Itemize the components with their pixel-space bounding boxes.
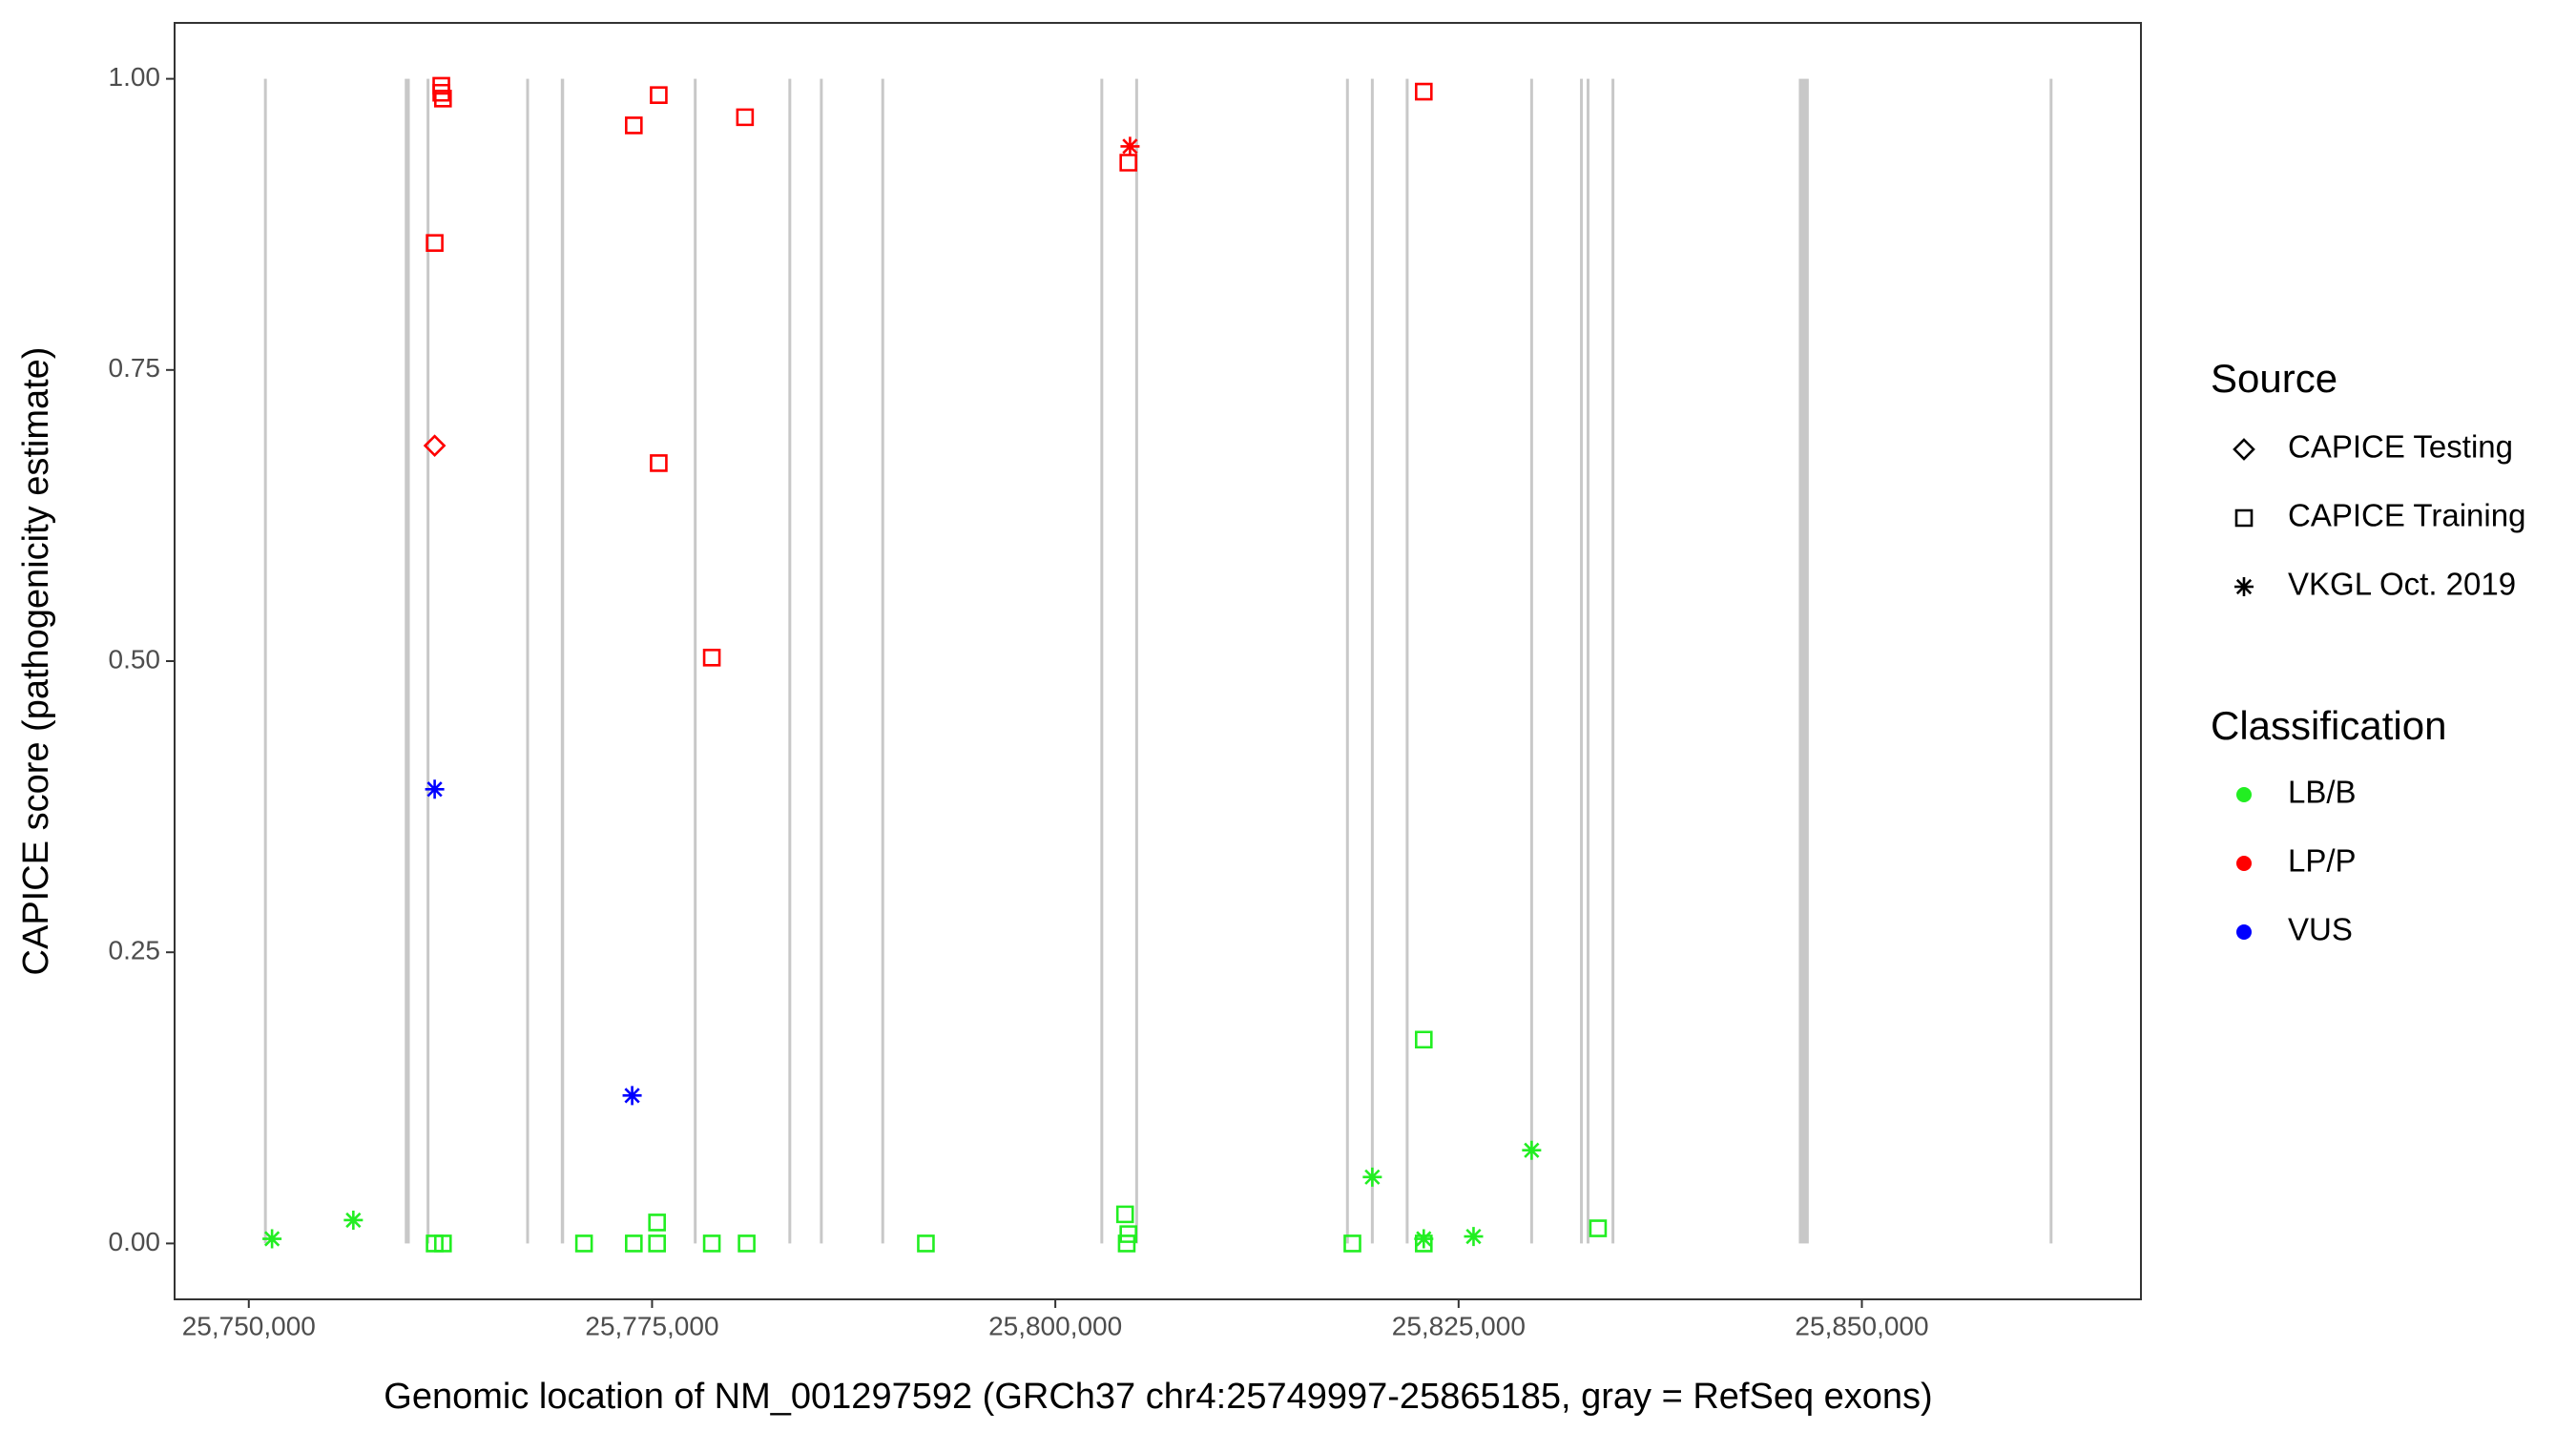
- y-tick-label: 0.50: [109, 644, 161, 674]
- x-tick-label: 25,825,000: [1392, 1311, 1526, 1340]
- exon: [1580, 78, 1584, 1244]
- point: [737, 1234, 756, 1253]
- legend-symbol: [2236, 787, 2252, 802]
- point: [1522, 1140, 1542, 1160]
- exon: [426, 78, 430, 1244]
- point: [736, 108, 755, 127]
- point: [574, 1234, 593, 1253]
- legend-symbol: [2236, 856, 2252, 871]
- legend-label: CAPICE Training: [2288, 498, 2525, 533]
- x-tick-label: 25,850,000: [1795, 1311, 1928, 1340]
- point: [433, 1234, 452, 1253]
- exon: [1529, 78, 1533, 1244]
- point: [343, 1210, 364, 1230]
- exon: [405, 78, 410, 1244]
- exon: [1370, 78, 1374, 1244]
- legend-symbol: [2236, 924, 2252, 940]
- legend-symbol: [2234, 508, 2254, 528]
- exon: [1798, 78, 1809, 1244]
- point: [1120, 136, 1140, 156]
- exon: [820, 78, 823, 1244]
- point: [1362, 1167, 1382, 1187]
- point: [650, 86, 668, 104]
- exon: [526, 78, 530, 1244]
- legend-label: VUS: [2288, 912, 2353, 947]
- point: [702, 1234, 721, 1253]
- x-axis-title: Genomic location of NM_001297592 (GRCh37…: [384, 1377, 1932, 1417]
- point: [262, 1229, 282, 1249]
- point: [423, 434, 447, 457]
- point: [1415, 82, 1433, 101]
- legend-title: Classification: [2211, 703, 2446, 748]
- point: [650, 454, 668, 472]
- exon: [1100, 78, 1104, 1244]
- point: [1115, 1205, 1134, 1224]
- exon: [881, 78, 884, 1244]
- point: [425, 779, 445, 799]
- legend-symbol: [2234, 577, 2254, 596]
- exon: [1345, 78, 1349, 1244]
- point: [917, 1234, 935, 1253]
- exon: [1611, 78, 1615, 1244]
- point: [625, 1234, 643, 1253]
- y-tick-label: 1.00: [109, 62, 161, 92]
- legend-title: Source: [2211, 356, 2337, 401]
- exon: [1405, 78, 1409, 1244]
- point: [625, 116, 643, 135]
- exon: [788, 78, 792, 1244]
- exon: [1587, 78, 1590, 1244]
- point: [433, 90, 452, 108]
- legend-symbol: [2233, 438, 2255, 461]
- x-tick-label: 25,800,000: [988, 1311, 1122, 1340]
- legend-label: LB/B: [2288, 775, 2357, 810]
- x-tick-label: 25,750,000: [182, 1311, 316, 1340]
- y-axis-title: CAPICE score (pathogenicity estimate): [16, 347, 56, 976]
- point: [432, 83, 450, 102]
- exon: [1134, 78, 1138, 1244]
- point: [1589, 1219, 1608, 1237]
- exon: [694, 78, 697, 1244]
- y-tick-label: 0.00: [109, 1227, 161, 1256]
- exon: [560, 78, 565, 1244]
- point: [1343, 1234, 1361, 1253]
- y-tick-label: 0.75: [109, 353, 161, 383]
- x-tick-label: 25,775,000: [585, 1311, 718, 1340]
- legend-label: VKGL Oct. 2019: [2288, 567, 2516, 602]
- point: [622, 1086, 642, 1106]
- exon: [263, 78, 267, 1244]
- point: [702, 649, 721, 667]
- point: [1117, 1234, 1136, 1253]
- point: [1415, 1234, 1433, 1253]
- y-tick-label: 0.25: [109, 936, 161, 965]
- legend-label: CAPICE Testing: [2288, 429, 2513, 465]
- point: [1415, 1030, 1433, 1049]
- point: [648, 1213, 666, 1232]
- panel-border: [174, 22, 2142, 1300]
- point: [648, 1234, 666, 1253]
- legend-label: LP/P: [2288, 843, 2357, 879]
- point: [1414, 1229, 1434, 1249]
- exon: [2049, 78, 2053, 1244]
- point: [426, 234, 444, 253]
- point: [1464, 1227, 1484, 1247]
